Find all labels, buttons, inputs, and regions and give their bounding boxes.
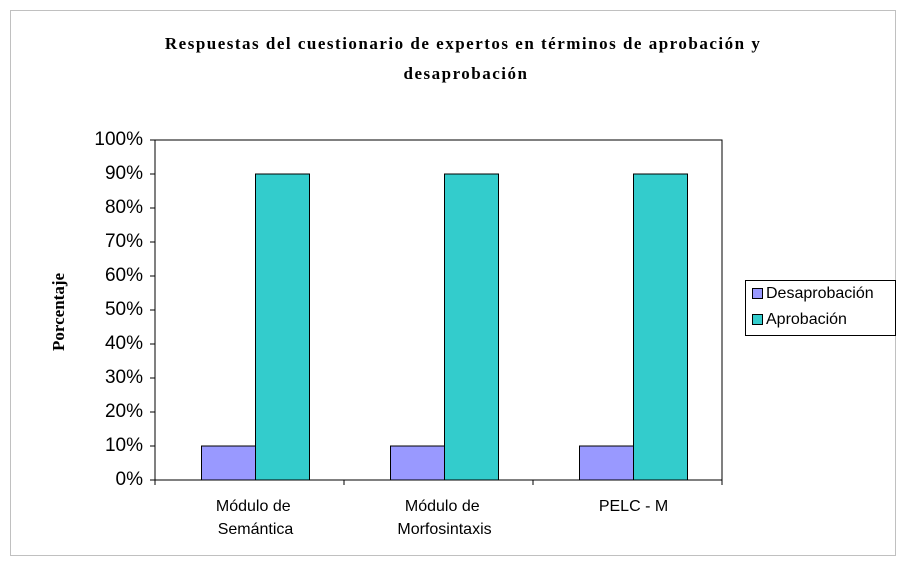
y-tick-label: 40% [105, 333, 143, 354]
y-tick-label: 80% [105, 197, 143, 218]
plot-area [154, 139, 723, 481]
y-tick-label: 90% [105, 163, 143, 184]
y-tick-label: 30% [105, 367, 143, 388]
bar [633, 173, 688, 481]
legend-box [745, 280, 896, 336]
y-tick-label: 10% [105, 435, 143, 456]
y-tick-label: 50% [105, 299, 143, 320]
y-tick-label: 0% [116, 469, 144, 490]
y-tick-label: 60% [105, 265, 143, 286]
y-tick-label: 20% [105, 401, 143, 422]
x-tick-label: Módulo de Morfosintaxis [397, 498, 491, 538]
legend-label: Desaprobación [766, 285, 874, 302]
y-axis-title: Porcentaje [49, 273, 68, 351]
legend-swatch [752, 288, 763, 299]
y-tick-label: 100% [94, 129, 143, 150]
y-tick-label: 70% [105, 231, 143, 252]
bar [444, 173, 499, 481]
bar [579, 445, 634, 481]
chart-title: Respuestas del cuestionario de expertos … [165, 34, 767, 83]
x-tick-label: Módulo de Semántica [216, 498, 295, 538]
bar [255, 173, 310, 481]
x-tick-label: PELC - M [599, 498, 668, 515]
bar [201, 445, 256, 481]
legend-label: Aprobación [766, 311, 847, 328]
bar [390, 445, 445, 481]
legend-swatch [752, 314, 763, 325]
